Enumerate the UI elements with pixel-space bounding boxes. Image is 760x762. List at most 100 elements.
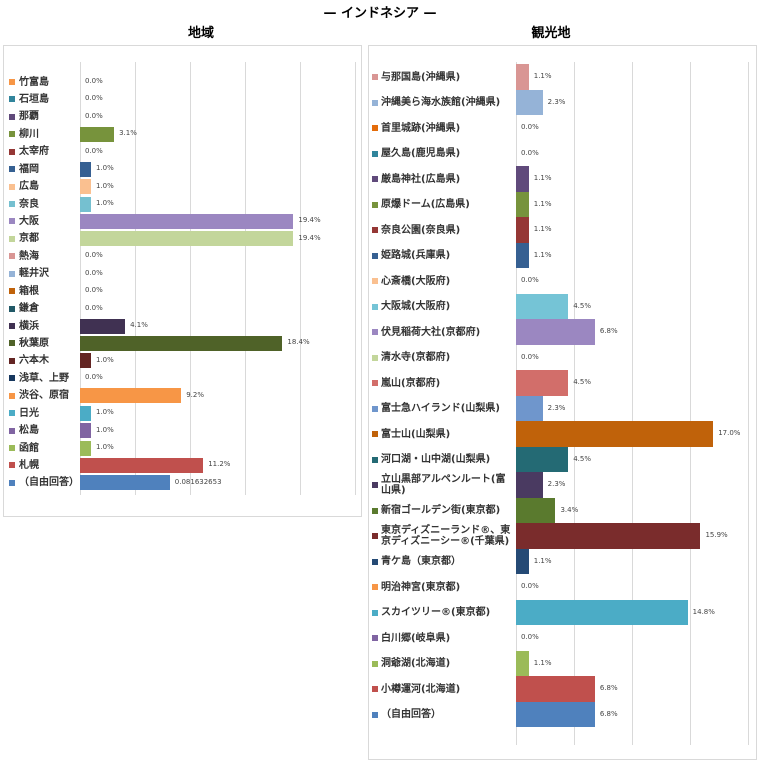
legend-swatch bbox=[372, 303, 378, 310]
legend-swatch bbox=[372, 74, 378, 80]
category-label: 小樽運河(北海道) bbox=[381, 683, 461, 695]
value-label: 1.1% bbox=[533, 225, 552, 233]
grid-line bbox=[574, 62, 575, 745]
value-label: 1.1% bbox=[533, 174, 552, 182]
value-label: 0.0% bbox=[85, 251, 103, 260]
category-label: 姫路城(兵庫県) bbox=[381, 250, 451, 261]
value-label: 1.1% bbox=[533, 199, 552, 208]
bar bbox=[516, 217, 529, 243]
category-label: 嵐山(京都府) bbox=[381, 377, 441, 389]
value-label: 1.0% bbox=[96, 199, 114, 207]
category-label: 京都 bbox=[19, 233, 39, 245]
category-label: 横浜 bbox=[19, 320, 39, 332]
bar bbox=[80, 475, 170, 491]
legend-swatch bbox=[372, 150, 378, 157]
bar bbox=[516, 523, 701, 549]
category-label: 富士山(山梨県) bbox=[381, 428, 451, 440]
legend-swatch bbox=[9, 201, 15, 207]
category-label: 大阪 bbox=[19, 215, 39, 227]
category-label: 明治神宮(東京都) bbox=[381, 581, 461, 593]
legend-swatch bbox=[9, 410, 15, 417]
value-label: 2.3% bbox=[547, 403, 566, 412]
grid-line bbox=[80, 62, 81, 495]
legend-swatch bbox=[9, 253, 15, 260]
bar bbox=[516, 421, 714, 447]
category-label: 六本木 bbox=[19, 355, 49, 367]
value-label: 0.0% bbox=[521, 582, 539, 590]
bar bbox=[80, 161, 91, 177]
legend-swatch bbox=[9, 166, 15, 173]
value-label: 1.0% bbox=[96, 164, 114, 173]
legend-swatch bbox=[9, 183, 15, 190]
legend-swatch bbox=[372, 431, 378, 437]
legend-swatch bbox=[9, 218, 15, 225]
category-label: （自由回答） bbox=[19, 477, 79, 489]
value-label: 4.5% bbox=[573, 301, 591, 310]
category-label: （自由回答） bbox=[381, 709, 441, 720]
value-label: 3.1% bbox=[119, 129, 137, 138]
category-label: 秋葉原 bbox=[19, 337, 49, 349]
grid-line bbox=[190, 62, 191, 495]
panel bbox=[3, 45, 362, 517]
value-label: 1.0% bbox=[96, 443, 114, 452]
category-label: 原爆ドーム(広島県) bbox=[381, 199, 470, 210]
bar bbox=[80, 440, 91, 456]
legend-swatch bbox=[9, 427, 15, 434]
bar bbox=[80, 405, 91, 421]
bar bbox=[80, 423, 91, 439]
legend-swatch bbox=[9, 148, 15, 155]
value-label: 3.4% bbox=[560, 505, 579, 514]
legend-swatch bbox=[9, 79, 15, 85]
value-label: 0.0% bbox=[85, 111, 103, 120]
category-label: 柳川 bbox=[19, 128, 39, 140]
panel-title: 地域 bbox=[187, 26, 214, 41]
grid-line bbox=[632, 62, 633, 745]
value-label: 0.0% bbox=[521, 633, 539, 641]
bar bbox=[516, 395, 543, 422]
category-label: 札幌 bbox=[19, 459, 39, 471]
value-label: 2.3% bbox=[547, 97, 566, 106]
bar bbox=[516, 370, 569, 396]
category-label: 函館 bbox=[19, 442, 39, 454]
bar bbox=[516, 64, 529, 90]
value-label: 1.1% bbox=[533, 250, 552, 259]
grid-line bbox=[245, 62, 246, 495]
category-label: 熱海 bbox=[19, 250, 39, 262]
legend-swatch bbox=[9, 305, 15, 312]
value-label: 0.081632653 bbox=[174, 477, 222, 486]
legend-swatch bbox=[372, 329, 378, 335]
value-label: 0.0% bbox=[521, 148, 539, 157]
legend-swatch bbox=[372, 354, 378, 361]
category-label: 厳島神社(広島県) bbox=[381, 173, 461, 185]
category-label: 新宿ゴールデン街(東京都) bbox=[381, 505, 501, 516]
page-title: — インドネシア — bbox=[323, 6, 437, 21]
legend-swatch bbox=[372, 99, 378, 106]
grid-line bbox=[355, 62, 356, 495]
category-label: 那覇 bbox=[19, 111, 39, 123]
legend-swatch bbox=[372, 176, 378, 182]
value-label: 6.8% bbox=[599, 684, 618, 692]
category-label: スカイツリー®(東京都) bbox=[381, 607, 491, 618]
value-label: 15.9% bbox=[705, 531, 728, 539]
legend-swatch bbox=[372, 227, 378, 233]
value-label: 0.0% bbox=[85, 77, 103, 85]
value-label: 0.0% bbox=[85, 94, 103, 103]
bar bbox=[516, 191, 529, 218]
category-label: 首里城跡(沖縄県) bbox=[381, 122, 461, 134]
category-label: 青ケ島（東京都） bbox=[381, 556, 461, 567]
value-label: 11.2% bbox=[208, 460, 231, 469]
legend-swatch bbox=[9, 462, 15, 469]
bar bbox=[80, 196, 91, 212]
bar bbox=[80, 388, 182, 404]
category-label: 松島 bbox=[19, 425, 39, 437]
bar bbox=[516, 446, 569, 473]
bar bbox=[516, 472, 543, 498]
legend-swatch bbox=[9, 392, 15, 399]
value-label: 1.0% bbox=[96, 408, 114, 417]
value-label: 17.0% bbox=[718, 429, 741, 437]
value-label: 0.0% bbox=[85, 268, 103, 277]
bar bbox=[80, 179, 91, 195]
legend-swatch bbox=[372, 405, 378, 412]
category-label: 白川郷(岐阜県) bbox=[381, 632, 451, 644]
